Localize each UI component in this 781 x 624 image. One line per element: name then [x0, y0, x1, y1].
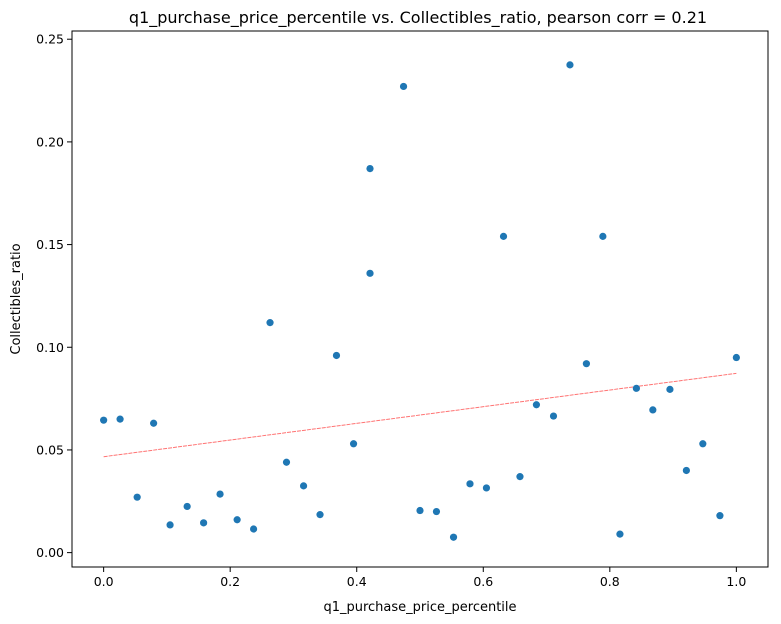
data-point: [116, 415, 124, 423]
x-tick-label: 0.2: [220, 574, 240, 589]
chart-title: q1_purchase_price_percentile vs. Collect…: [129, 8, 707, 28]
data-point: [599, 232, 607, 240]
x-tick-label: 1.0: [726, 574, 746, 589]
data-point: [499, 232, 508, 240]
data-point: [649, 406, 657, 414]
data-point: [532, 401, 541, 409]
y-axis: 0.00 0.05 0.10 0.15 0.20 0.25: [36, 32, 72, 560]
y-tick-label: 0.25: [36, 32, 64, 47]
data-point: [399, 82, 408, 91]
data-point: [466, 480, 474, 488]
data-point: [366, 164, 374, 173]
trend-line-layer: [103, 372, 737, 458]
data-point: [366, 269, 374, 277]
data-point: [616, 530, 624, 538]
data-point: [332, 351, 341, 360]
data-point: [666, 385, 674, 393]
data-point: [449, 533, 458, 541]
data-point: [266, 319, 274, 327]
data-point: [216, 490, 224, 498]
data-point: [100, 416, 108, 424]
x-tick-label: 0.6: [473, 574, 493, 589]
data-point: [166, 521, 174, 529]
data-point: [233, 516, 241, 524]
data-point: [416, 506, 424, 515]
data-point: [482, 484, 491, 492]
x-axis-label: q1_purchase_price_percentile: [323, 600, 516, 615]
y-tick-label: 0.20: [36, 134, 64, 149]
y-tick-label: 0.10: [36, 340, 64, 355]
data-point: [150, 419, 158, 427]
data-point: [299, 482, 308, 490]
y-tick-label: 0.05: [36, 442, 64, 457]
data-point: [582, 360, 591, 368]
points-layer: [100, 61, 740, 541]
data-point: [632, 384, 640, 392]
data-point: [432, 507, 441, 516]
data-point: [699, 440, 707, 448]
data-point: [716, 512, 724, 520]
data-point: [200, 519, 208, 527]
data-point: [516, 473, 524, 481]
y-tick-label: 0.00: [36, 545, 64, 560]
x-axis: 0.0 0.2 0.4 0.6 0.8 1.0: [94, 567, 746, 589]
data-point: [249, 525, 258, 533]
data-point: [133, 493, 141, 501]
data-point: [282, 458, 291, 466]
axes-frame: [71, 30, 769, 568]
y-axis-label: Collectibles_ratio: [9, 243, 24, 354]
trend-line: [103, 372, 737, 458]
data-point: [549, 412, 558, 420]
y-tick-label: 0.15: [36, 237, 64, 252]
data-point: [566, 61, 574, 69]
data-point: [316, 511, 324, 519]
data-point: [682, 466, 690, 475]
data-point: [732, 353, 740, 362]
data-point: [349, 440, 358, 448]
x-tick-label: 0.0: [94, 574, 114, 589]
x-tick-label: 0.4: [347, 574, 367, 589]
plot-area: [71, 30, 769, 568]
data-point: [183, 502, 191, 511]
x-tick-label: 0.8: [600, 574, 620, 589]
